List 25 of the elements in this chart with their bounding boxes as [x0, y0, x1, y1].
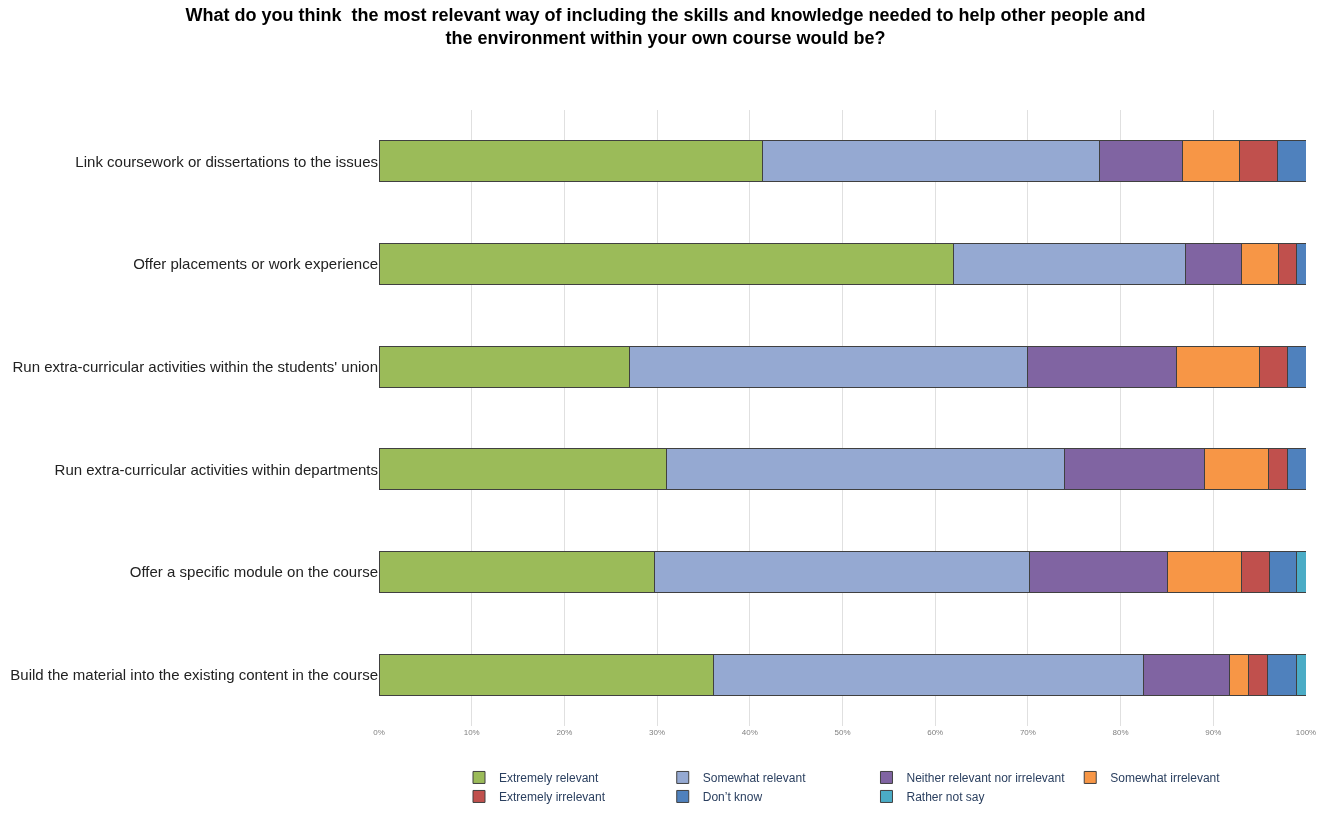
- legend-label: Rather not say: [906, 790, 985, 805]
- y-tick-label: Offer a specific module on the course: [129, 563, 378, 581]
- x-tick-label: 30%: [649, 728, 666, 737]
- y-tick-label: Run extra-curricular activities within the students' union: [12, 357, 378, 375]
- x-tick-label: 90%: [1205, 728, 1222, 737]
- x-tick-label: 50%: [834, 728, 851, 737]
- x-tick-label: 10%: [463, 728, 480, 737]
- legend-label: Extremely relevant: [499, 771, 600, 786]
- x-tick-label: 70%: [1019, 728, 1036, 737]
- legend-label: Somewhat relevant: [702, 771, 807, 786]
- chart-title: What do you think the most relevant way of including the skills and knowledge needed to help other people and the environment within your own course would be?: [185, 4, 1146, 48]
- x-tick-label: 80%: [1112, 728, 1129, 737]
- legend-label: Don’t know: [702, 790, 763, 805]
- x-tick-label: 60%: [927, 728, 944, 737]
- y-tick-label: Build the material into the existing content in the course: [10, 665, 378, 683]
- x-tick-label: 40%: [741, 728, 758, 737]
- x-tick-label: 100%: [1295, 728, 1317, 737]
- y-tick-label: Link coursework or dissertations to the issues: [75, 152, 378, 170]
- x-tick-label: 0%: [373, 728, 385, 737]
- legend-label: Somewhat irrelevant: [1110, 771, 1221, 786]
- y-tick-label: Run extra-curricular activities within departments: [54, 460, 378, 478]
- y-tick-label: Offer placements or work experience: [133, 255, 378, 273]
- x-tick-label: 20%: [556, 728, 573, 737]
- legend-label: Neither relevant nor irrelevant: [906, 771, 1066, 786]
- legend-label: Extremely irrelevant: [499, 790, 606, 805]
